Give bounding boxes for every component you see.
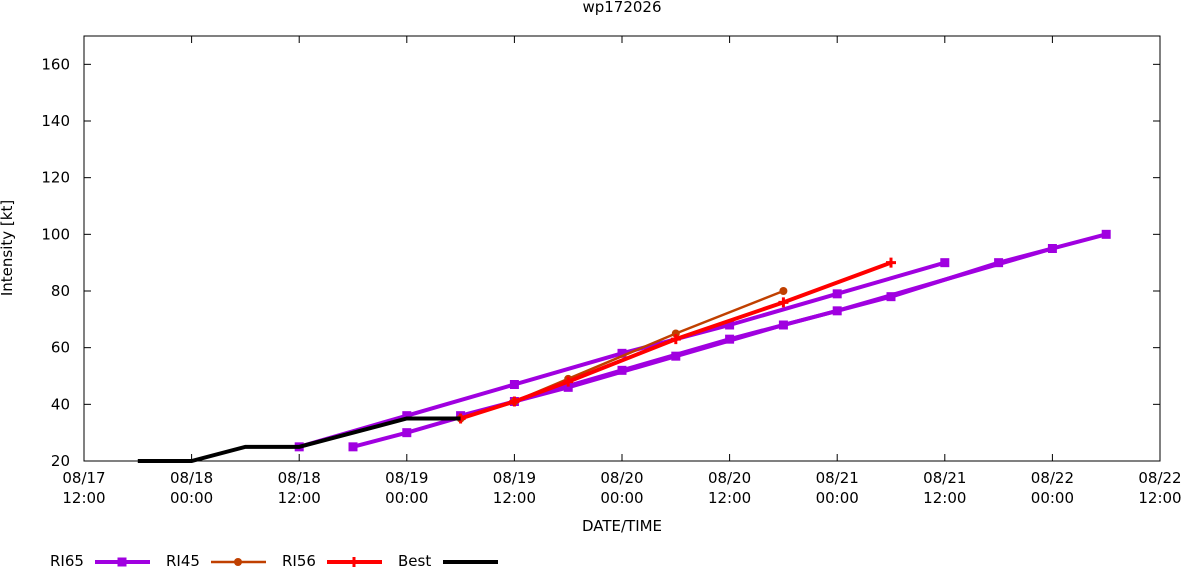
marker (886, 257, 896, 268)
x-tick-label: 08/19 12:00 (493, 469, 536, 507)
legend-label: RI56 (282, 552, 316, 567)
marker (778, 297, 789, 308)
x-tick-label: 08/21 00:00 (816, 469, 859, 507)
x-tick-label: 08/20 00:00 (600, 469, 643, 507)
y-tick-label: 160 (41, 55, 70, 73)
marker (725, 320, 735, 330)
marker (402, 411, 412, 421)
marker (348, 442, 358, 452)
chart-title: wp172026 (582, 0, 661, 16)
legend-marker (117, 557, 127, 567)
marker (779, 287, 788, 295)
y-tick-label: 140 (41, 112, 70, 130)
marker (940, 258, 950, 268)
marker (617, 348, 627, 358)
x-tick-label: 08/19 00:00 (385, 469, 428, 507)
x-tick-label: 08/21 12:00 (923, 469, 966, 507)
x-tick-label: 08/22 12:00 (1138, 469, 1181, 507)
y-tick-label: 40 (51, 395, 70, 413)
marker (832, 289, 842, 299)
legend-label: RI45 (166, 552, 200, 567)
x-axis-label: DATE/TIME (582, 517, 662, 535)
marker (778, 320, 788, 330)
x-tick-label: 08/18 12:00 (278, 469, 321, 507)
x-tick-label: 08/20 12:00 (708, 469, 751, 507)
x-tick-label: 08/18 00:00 (170, 469, 213, 507)
legend-label: Best (398, 552, 431, 567)
y-tick-label: 100 (41, 225, 70, 243)
marker (671, 329, 680, 338)
marker (886, 292, 896, 302)
marker (402, 428, 412, 438)
y-tick-label: 80 (51, 282, 70, 300)
marker (994, 258, 1004, 268)
marker (563, 382, 573, 392)
marker (509, 380, 519, 389)
x-tick-label: 08/17 12:00 (62, 469, 105, 507)
plot-frame (83, 35, 1161, 462)
legend-label: RI65 (50, 552, 84, 567)
marker (563, 376, 574, 387)
legend-marker (234, 558, 242, 566)
marker (670, 334, 681, 345)
y-tick-label: 60 (51, 339, 70, 357)
series-line (137, 416, 461, 463)
y-tick-label: 120 (41, 169, 70, 187)
x-tick-label: 08/22 00:00 (1031, 469, 1074, 507)
legend-marker (349, 557, 359, 567)
y-tick-label: 20 (51, 452, 70, 470)
marker (671, 351, 681, 361)
marker (1101, 229, 1111, 239)
series-line (459, 260, 892, 421)
marker (509, 396, 520, 407)
y-axis-label: Intensity [kt] (0, 200, 16, 296)
